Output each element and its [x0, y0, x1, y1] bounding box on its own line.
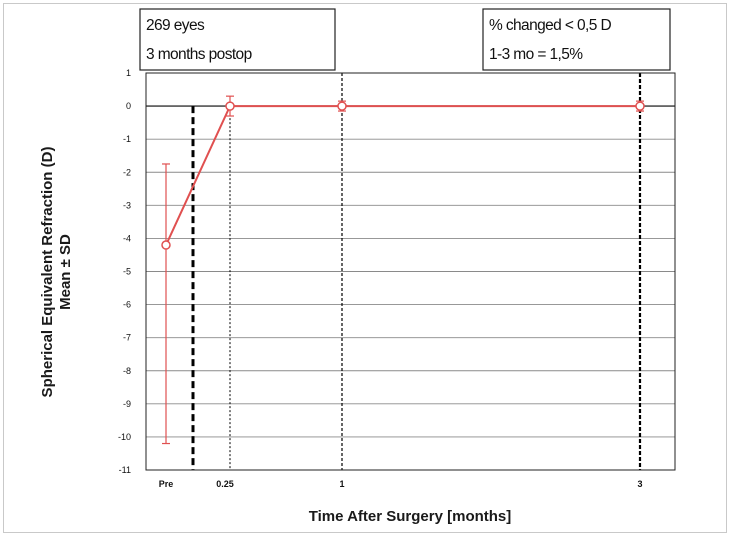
y-tick-label: 0: [126, 101, 131, 111]
y-tick-label: 1: [126, 68, 131, 78]
y-tick-label: -4: [123, 233, 131, 243]
y-tick-label: -10: [118, 432, 131, 442]
x-tick-label: 0.25: [216, 479, 234, 489]
y-tick-label: -3: [123, 200, 131, 210]
y-axis-title-line1: Spherical Equivalent Refraction (D): [39, 147, 56, 398]
y-tick-label: -2: [123, 167, 131, 177]
x-tick-label: 3: [637, 479, 642, 489]
y-tick-label: -9: [123, 399, 131, 409]
data-point: [225, 101, 235, 111]
y-tick-label: -6: [123, 300, 131, 310]
x-tick-label: 1: [339, 479, 344, 489]
y-tick-label: -7: [123, 333, 131, 343]
y-axis-title-line2: Mean ± SD: [57, 234, 74, 310]
data-point: [161, 240, 171, 250]
grid-lines: [146, 72, 675, 471]
y-tick-label: -8: [123, 366, 131, 376]
series-path: [165, 105, 640, 246]
x-axis-title: Time After Surgery [months]: [309, 508, 512, 525]
annotation-right-line1: % changed < 0,5 D: [489, 17, 611, 34]
annotation-left-line1: 269 eyes: [146, 17, 205, 34]
annotation-box-right: [482, 8, 671, 71]
y-tick-label: -11: [119, 465, 131, 475]
x-tick-label: Pre: [159, 479, 174, 489]
annotation-right-line2: 1-3 mo = 1,5%: [489, 46, 583, 63]
data-point: [337, 101, 347, 111]
annotation-box-left: [139, 8, 336, 71]
time-markers: [191, 73, 642, 470]
y-tick-label: -1: [123, 134, 131, 144]
y-tick-label: -5: [123, 267, 131, 277]
y-tick-labels: 1 0 -1 -2 -3 -4 -5 -6 -7 -8 -9 -10 -11: [118, 68, 131, 475]
x-tick-labels: Pre 0.25 1 3: [159, 479, 643, 489]
chart-frame: [3, 3, 727, 533]
annotation-left-line2: 3 months postop: [146, 46, 252, 63]
series-line: [161, 95, 645, 445]
plot-area-border: [145, 72, 676, 471]
data-point: [635, 101, 645, 111]
